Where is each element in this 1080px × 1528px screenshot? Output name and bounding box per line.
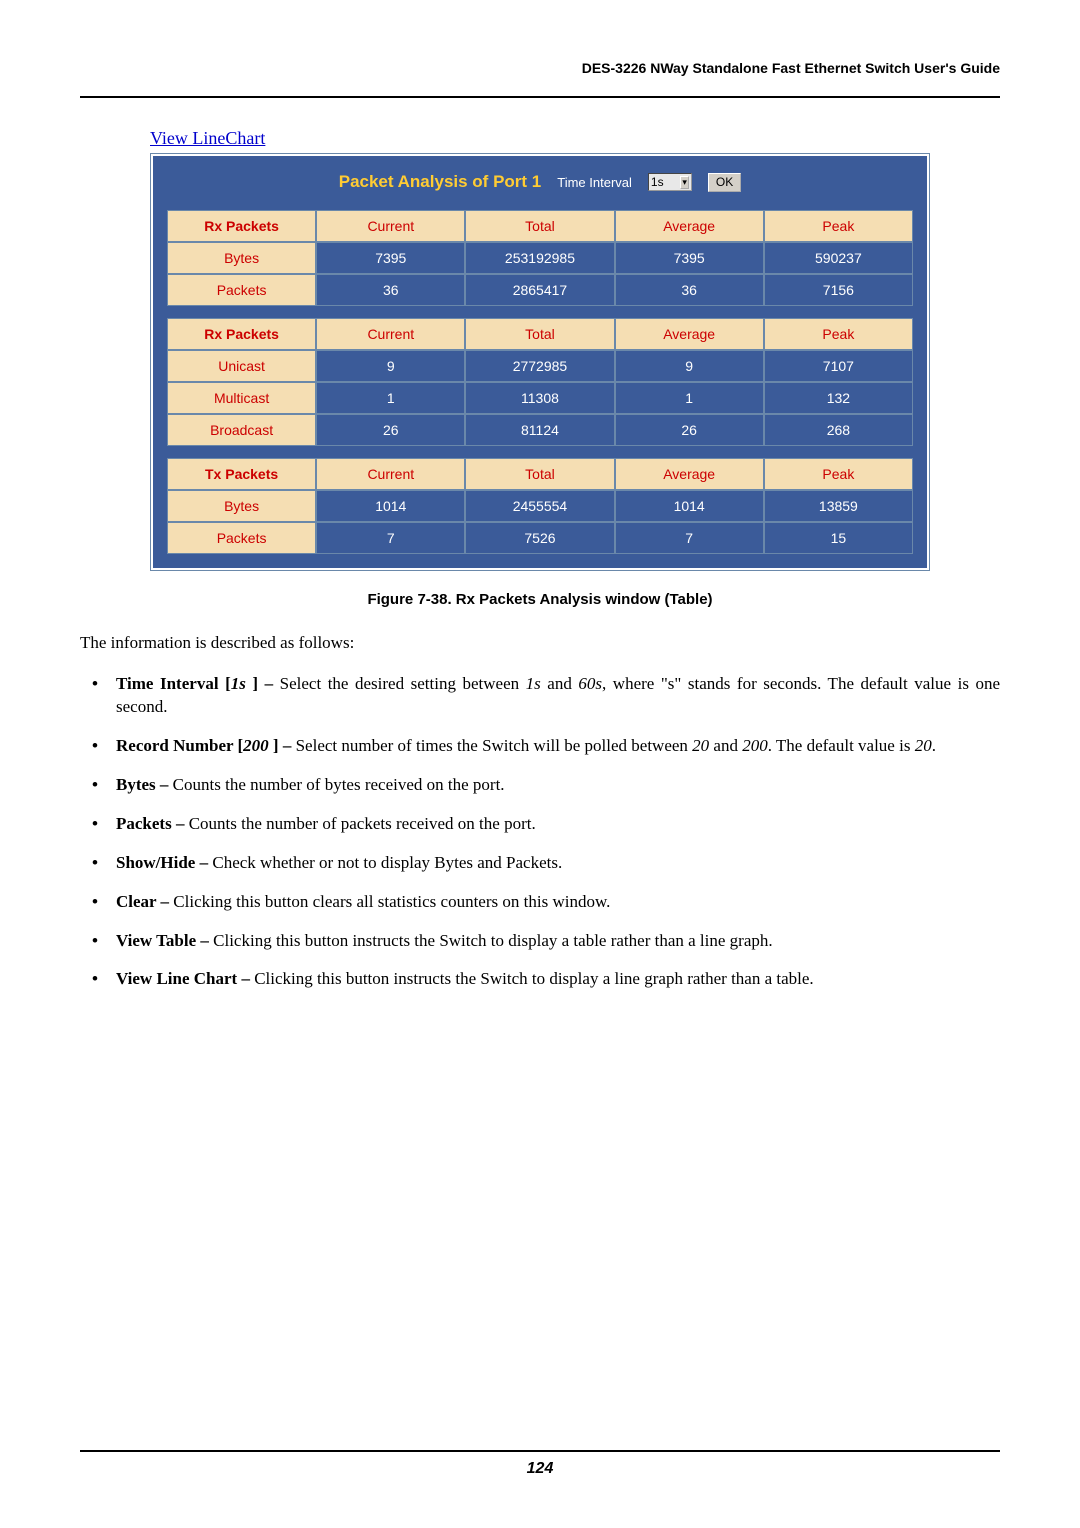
table-head-lead: Tx Packets: [167, 458, 316, 490]
data-cell: 2772985: [465, 350, 614, 382]
tables-host: Rx PacketsCurrentTotalAveragePeakBytes73…: [167, 210, 913, 554]
table-column-header: Peak: [764, 210, 913, 242]
list-item: Time Interval [1s ] – Select the desired…: [116, 673, 1000, 719]
data-cell: 7: [316, 522, 465, 554]
data-cell: 7107: [764, 350, 913, 382]
table-head-lead: Rx Packets: [167, 210, 316, 242]
time-interval-select[interactable]: 1s ▾: [648, 173, 692, 191]
view-linechart-link[interactable]: View LineChart: [150, 128, 1000, 149]
table-row: Bytes73952531929857395590237: [167, 242, 913, 274]
data-cell: 7526: [465, 522, 614, 554]
list-item: Record Number [200 ] – Select number of …: [116, 735, 1000, 758]
list-item: Bytes – Counts the number of bytes recei…: [116, 774, 1000, 797]
data-cell: 36: [615, 274, 764, 306]
bullet-list: Time Interval [1s ] – Select the desired…: [80, 673, 1000, 991]
ok-button[interactable]: OK: [708, 173, 741, 192]
table-column-header: Current: [316, 318, 465, 350]
table-head-lead: Rx Packets: [167, 318, 316, 350]
table-row: Packets362865417367156: [167, 274, 913, 306]
footer-rule: [80, 1450, 1000, 1452]
row-label: Packets: [167, 274, 316, 306]
row-label: Bytes: [167, 242, 316, 274]
table-row: Multicast1113081132: [167, 382, 913, 414]
data-cell: 15: [764, 522, 913, 554]
table-column-header: Average: [615, 458, 764, 490]
data-cell: 7395: [316, 242, 465, 274]
data-cell: 2865417: [465, 274, 614, 306]
table-row: Packets77526715: [167, 522, 913, 554]
table-column-header: Total: [465, 210, 614, 242]
table-row: Unicast9277298597107: [167, 350, 913, 382]
panel-container: Packet Analysis of Port 1 Time Interval …: [150, 153, 930, 571]
data-cell: 26: [615, 414, 764, 446]
table-row: Bytes10142455554101413859: [167, 490, 913, 522]
time-interval-value: 1s: [651, 175, 664, 189]
data-cell: 590237: [764, 242, 913, 274]
list-item: Show/Hide – Check whether or not to disp…: [116, 852, 1000, 875]
data-table: Rx PacketsCurrentTotalAveragePeakUnicast…: [167, 318, 913, 446]
row-label: Unicast: [167, 350, 316, 382]
data-cell: 9: [615, 350, 764, 382]
data-cell: 13859: [764, 490, 913, 522]
chevron-down-icon: ▾: [680, 176, 689, 189]
data-table: Rx PacketsCurrentTotalAveragePeakBytes73…: [167, 210, 913, 306]
list-item: Clear – Clicking this button clears all …: [116, 891, 1000, 914]
panel-title: Packet Analysis of Port 1: [339, 172, 542, 192]
packet-analysis-panel: Packet Analysis of Port 1 Time Interval …: [153, 156, 927, 568]
table-row: Broadcast268112426268: [167, 414, 913, 446]
table-column-header: Total: [465, 318, 614, 350]
list-item: View Line Chart – Clicking this button i…: [116, 968, 1000, 991]
data-cell: 268: [764, 414, 913, 446]
data-cell: 2455554: [465, 490, 614, 522]
data-cell: 1014: [316, 490, 465, 522]
data-cell: 26: [316, 414, 465, 446]
data-cell: 1: [316, 382, 465, 414]
row-label: Bytes: [167, 490, 316, 522]
row-label: Multicast: [167, 382, 316, 414]
data-cell: 1014: [615, 490, 764, 522]
data-cell: 81124: [465, 414, 614, 446]
row-label: Packets: [167, 522, 316, 554]
footer: 124: [80, 1450, 1000, 1478]
header-rule: [80, 96, 1000, 98]
page-number: 124: [80, 1460, 1000, 1478]
figure-caption: Figure 7-38. Rx Packets Analysis window …: [80, 591, 1000, 608]
row-label: Broadcast: [167, 414, 316, 446]
data-cell: 132: [764, 382, 913, 414]
doc-header: DES-3226 NWay Standalone Fast Ethernet S…: [80, 60, 1000, 80]
table-column-header: Current: [316, 458, 465, 490]
data-cell: 253192985: [465, 242, 614, 274]
data-table: Tx PacketsCurrentTotalAveragePeakBytes10…: [167, 458, 913, 554]
table-column-header: Average: [615, 318, 764, 350]
table-column-header: Average: [615, 210, 764, 242]
table-column-header: Current: [316, 210, 465, 242]
table-column-header: Peak: [764, 318, 913, 350]
data-cell: 7395: [615, 242, 764, 274]
data-cell: 7156: [764, 274, 913, 306]
data-cell: 1: [615, 382, 764, 414]
table-column-header: Total: [465, 458, 614, 490]
list-item: View Table – Clicking this button instru…: [116, 930, 1000, 953]
table-column-header: Peak: [764, 458, 913, 490]
data-cell: 9: [316, 350, 465, 382]
data-cell: 7: [615, 522, 764, 554]
panel-title-row: Packet Analysis of Port 1 Time Interval …: [167, 166, 913, 210]
intro-text: The information is described as follows:: [80, 632, 1000, 655]
time-interval-label: Time Interval: [557, 175, 632, 190]
data-cell: 36: [316, 274, 465, 306]
data-cell: 11308: [465, 382, 614, 414]
list-item: Packets – Counts the number of packets r…: [116, 813, 1000, 836]
